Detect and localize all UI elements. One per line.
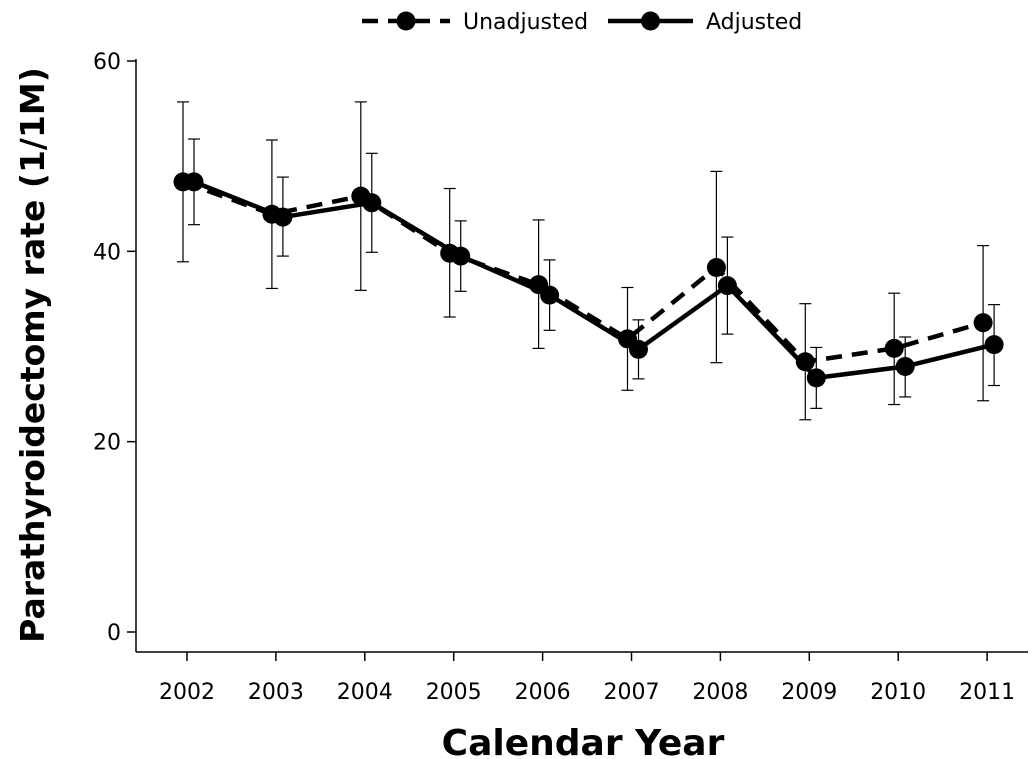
adjusted-data-point — [273, 207, 293, 227]
y-tick-label: 0 — [107, 621, 121, 646]
y-tick-label: 60 — [93, 50, 121, 75]
adjusted-data-point — [540, 285, 560, 305]
unadjusted-data-point — [706, 258, 726, 278]
series-markers — [173, 172, 1004, 388]
x-axis-title: Calendar Year — [442, 723, 725, 759]
x-tick-label: 2007 — [604, 680, 660, 705]
adjusted-data-point — [984, 335, 1004, 355]
adjusted-legend-label: Adjusted — [706, 10, 802, 35]
x-tick-label: 2004 — [337, 680, 393, 705]
legend: Unadjusted Adjusted — [362, 10, 802, 35]
adjusted-data-point — [629, 339, 648, 359]
y-tick-label: 40 — [93, 240, 121, 265]
x-tick-label: 2003 — [248, 680, 304, 705]
unadjusted-legend-marker — [396, 11, 416, 31]
x-tick-label: 2005 — [426, 680, 482, 705]
adjusted-series-line — [193, 179, 995, 381]
x-tick-label: 2010 — [870, 680, 926, 705]
axes: 0 20 40 60 2002 2003 2004 2005 2006 2007 2008 2009 2… — [93, 50, 1028, 705]
adjusted-data-point — [806, 368, 826, 388]
x-tick-label: 2002 — [159, 680, 215, 705]
adjusted-legend-marker — [641, 11, 660, 31]
x-tick-label: 2008 — [692, 680, 748, 705]
adjusted-data-point — [895, 356, 915, 376]
unadjusted-data-point — [973, 313, 993, 333]
unadjusted-data-point — [884, 338, 904, 358]
y-tick-label: 20 — [93, 431, 121, 456]
adjusted-data-point — [451, 246, 471, 266]
y-axis-title: Parathyroidectomy rate (1/1M) — [13, 67, 52, 643]
unadjusted-series-line — [182, 179, 984, 364]
adjusted-data-point — [184, 172, 204, 192]
x-tick-label: 2009 — [781, 680, 837, 705]
adjusted-data-point — [362, 193, 382, 213]
x-tick-label: 2006 — [515, 680, 571, 705]
unadjusted-legend-label: Unadjusted — [463, 10, 588, 35]
unadjusted-data-point — [795, 352, 815, 372]
adjusted-data-point — [717, 276, 737, 296]
series-lines — [182, 179, 995, 381]
x-tick-label: 2011 — [959, 680, 1015, 705]
